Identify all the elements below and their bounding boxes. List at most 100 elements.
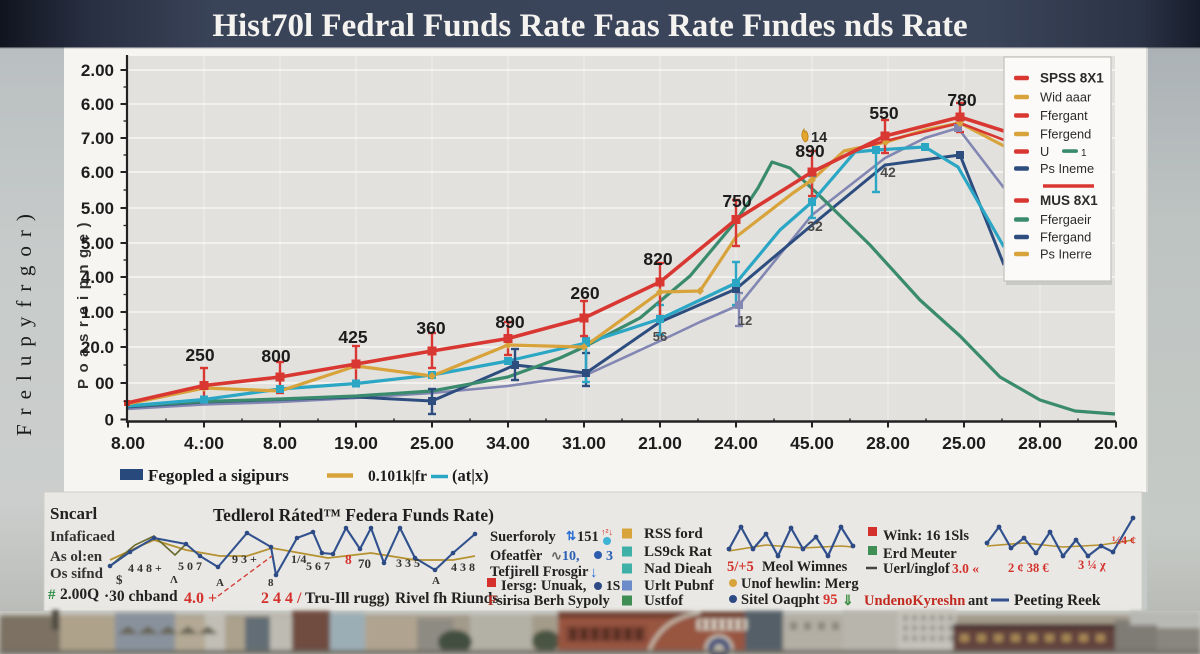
svg-text:780: 780 [947, 90, 976, 110]
svg-text:0: 0 [105, 411, 114, 430]
svg-text:20.00: 20.00 [1094, 433, 1138, 453]
svg-text:5 6 7: 5 6 7 [306, 559, 330, 573]
svg-text:(at|x): (at|x) [452, 466, 489, 485]
svg-text:70: 70 [358, 556, 371, 571]
svg-text:Erd Meuter: Erd Meuter [883, 546, 957, 562]
svg-text:21.00: 21.00 [638, 433, 682, 453]
svg-text:1S: 1S [606, 578, 620, 593]
svg-text:∿: ∿ [551, 548, 562, 563]
svg-text:⇅: ⇅ [566, 529, 576, 543]
svg-text:28.00: 28.00 [1018, 433, 1062, 453]
svg-text:Tru-Ill rugg): Tru-Ill rugg) [305, 590, 390, 607]
svg-text:Os sifnd: Os sifnd [50, 566, 104, 582]
svg-text:Suerforoly: Suerforoly [490, 529, 557, 545]
svg-text:28.00: 28.00 [866, 433, 910, 453]
svg-text:6.00: 6.00 [81, 95, 114, 114]
svg-text:$: $ [116, 572, 123, 587]
svg-text:7.00: 7.00 [81, 129, 114, 148]
svg-text:A: A [216, 577, 224, 589]
svg-text:151: 151 [577, 529, 599, 545]
svg-text:31.00: 31.00 [562, 433, 606, 453]
svg-text:800: 800 [261, 346, 290, 366]
svg-text:Tefjirell Frosgir: Tefjirell Frosgir [490, 564, 589, 580]
svg-text:Λ: Λ [170, 574, 178, 586]
svg-text:Ffergant: Ffergant [1040, 108, 1088, 123]
svg-text:95: 95 [823, 592, 838, 608]
svg-text:56: 56 [653, 329, 667, 344]
svg-text:Ofeatfèr: Ofeatfèr [490, 548, 543, 564]
svg-text:Nad Dieah: Nad Dieah [644, 561, 713, 577]
svg-text:890: 890 [795, 141, 824, 161]
svg-text:LS9ck Rat: LS9ck Rat [644, 544, 712, 560]
svg-text:4 3 8: 4 3 8 [451, 560, 475, 574]
svg-text:1/4: 1/4 [291, 552, 306, 566]
svg-text:8.00: 8.00 [263, 433, 297, 453]
svg-text:550: 550 [869, 103, 898, 123]
svg-text:·30 chband: ·30 chband [104, 588, 178, 605]
svg-text:UndenoKyreshn: UndenoKyreshn [864, 593, 965, 609]
svg-text:34.00: 34.00 [486, 433, 530, 453]
svg-text:4.0 +: 4.0 + [184, 590, 217, 607]
svg-text:25.00: 25.00 [410, 433, 454, 453]
svg-text:5 0 7: 5 0 7 [178, 559, 202, 573]
svg-text:2.00Q: 2.00Q [60, 586, 99, 603]
svg-text:Frelupyfrgor): Frelupyfrgor) [12, 205, 36, 436]
svg-text:6.00: 6.00 [81, 163, 114, 182]
svg-text:Uerl/inglof: Uerl/inglof [883, 561, 950, 577]
svg-text:Iersg: Unuak,: Iersg: Unuak, [501, 578, 587, 594]
svg-text:Fegopled a sigipurs: Fegopled a sigipurs [148, 466, 289, 485]
svg-text:#: # [48, 587, 56, 603]
svg-text:Wid aaar: Wid aaar [1040, 90, 1092, 105]
svg-text:2 4 4 /: 2 4 4 / [261, 590, 302, 607]
svg-text:Ps Ineme: Ps Ineme [1040, 161, 1094, 176]
svg-text:3: 3 [606, 549, 613, 564]
svg-text:½4 ¢: ½4 ¢ [1112, 533, 1136, 547]
svg-text:10,: 10, [562, 549, 580, 564]
svg-text:As ol:en: As ol:en [50, 549, 103, 565]
svg-text:Tedlerol Ráted™ Federa Funds R: Tedlerol Ráted™ Federa Funds Rate) [213, 505, 494, 525]
svg-text:14: 14 [811, 130, 827, 146]
svg-text:Urlt Pubnf: Urlt Pubnf [644, 578, 715, 594]
svg-text:32: 32 [807, 218, 823, 234]
svg-text:MUS 8X1: MUS 8X1 [1040, 193, 1098, 208]
svg-text:425: 425 [338, 327, 367, 347]
svg-text:4 4 8 +: 4 4 8 + [128, 561, 162, 575]
svg-text:1: 1 [1081, 148, 1087, 159]
svg-text:20.0: 20.0 [81, 338, 114, 357]
svg-text:Ffergand: Ffergand [1040, 230, 1091, 245]
svg-text:4.:00: 4.:00 [184, 433, 224, 453]
svg-text:Hist70l Fedral Funds Rate Faas: Hist70l Fedral Funds Rate Faas Rate Fınd… [212, 8, 967, 44]
svg-text:↑²↓: ↑²↓ [601, 527, 613, 537]
svg-text:sirisa Berh Sypoly: sirisa Berh Sypoly [497, 593, 611, 609]
svg-text:2 ¢ 38 €: 2 ¢ 38 € [1008, 561, 1049, 575]
svg-text:Infaficaed: Infaficaed [50, 529, 116, 545]
svg-text:24.00: 24.00 [714, 433, 758, 453]
svg-text:RSS ford: RSS ford [644, 526, 703, 542]
svg-text:25.00: 25.00 [942, 433, 986, 453]
svg-text:250: 250 [185, 345, 214, 365]
svg-text:1.00: 1.00 [81, 303, 114, 322]
svg-text:F: F [488, 593, 497, 609]
svg-text:Peeting Reek: Peeting Reek [1014, 592, 1101, 609]
svg-text:Sncarl: Sncarl [50, 504, 98, 523]
svg-text:0.101k|fr: 0.101k|fr [368, 468, 427, 485]
svg-text:Ffergaeir: Ffergaeir [1040, 212, 1092, 227]
svg-text:2.00: 2.00 [81, 61, 114, 80]
svg-text:8: 8 [268, 577, 274, 589]
svg-text:3 3 5: 3 3 5 [396, 556, 420, 570]
svg-text:Poasreipnge): Poasreipnge) [75, 216, 92, 389]
svg-text:42: 42 [880, 164, 896, 180]
svg-text:5.00: 5.00 [81, 199, 114, 218]
svg-text:Unof hewlin: Merg: Unof hewlin: Merg [741, 576, 859, 592]
svg-text:ant: ant [968, 593, 988, 609]
svg-text:U: U [1040, 144, 1049, 159]
svg-text:Rivel fh Riunds: Rivel fh Riunds [395, 590, 498, 607]
svg-text:5/+5: 5/+5 [727, 559, 754, 575]
svg-text:12: 12 [738, 313, 752, 328]
svg-text:3 ¼ χ: 3 ¼ χ [1078, 558, 1106, 572]
svg-text:Ffergend: Ffergend [1040, 127, 1091, 142]
svg-text:Wink: 16 1Sls: Wink: 16 1Sls [883, 528, 969, 544]
svg-text:890: 890 [495, 312, 524, 332]
svg-text:820: 820 [643, 249, 672, 269]
svg-text:750: 750 [722, 191, 751, 211]
